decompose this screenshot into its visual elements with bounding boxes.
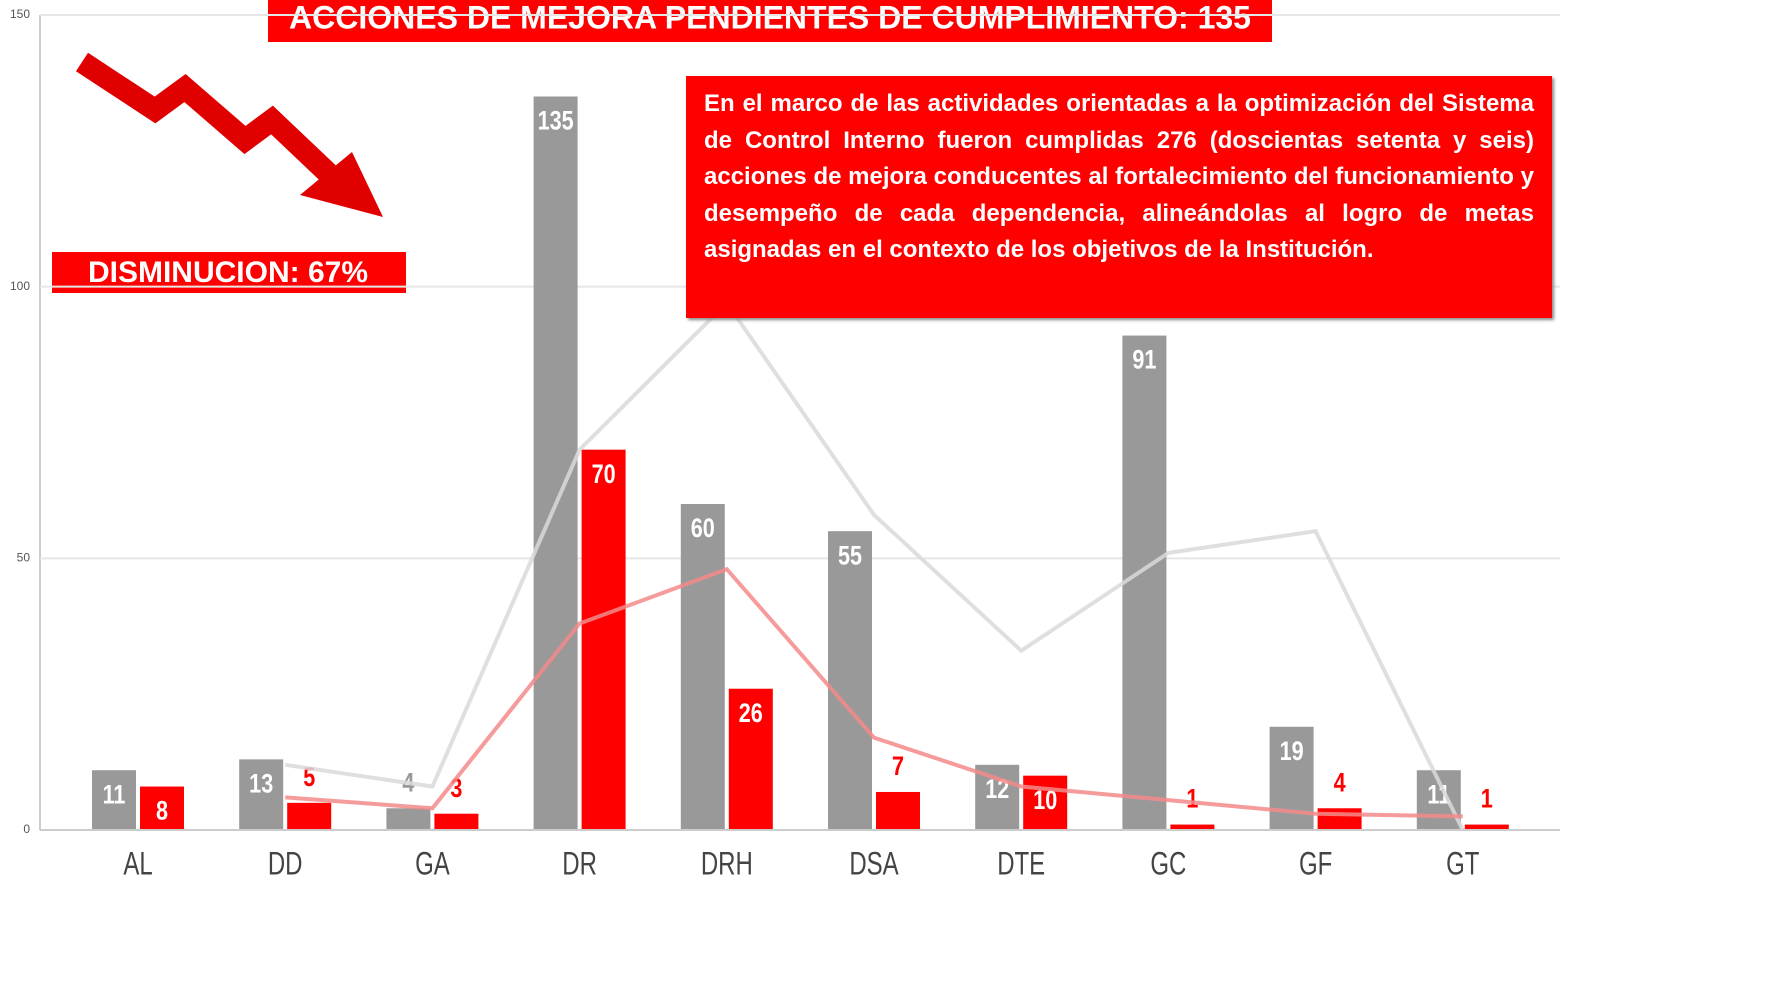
bar [828, 531, 872, 830]
value-label: 135 [538, 106, 574, 136]
trend-line [285, 566, 1463, 819]
value-label: 55 [838, 541, 862, 571]
chart-title: ACCIONES DE MEJORA PENDIENTES DE CUMPLIM… [289, 0, 1251, 35]
arrow [75, 52, 338, 183]
arrow-head [300, 152, 383, 217]
y-tick-label: 100 [10, 279, 30, 293]
bar [1464, 824, 1509, 830]
bar [386, 808, 431, 830]
value-label: 70 [592, 460, 616, 490]
title-box [268, 0, 1272, 42]
x-tick-label: DTE [997, 845, 1045, 881]
x-tick-label: GC [1150, 845, 1186, 881]
bar [1122, 335, 1167, 830]
bar [1170, 824, 1215, 830]
value-label: 26 [739, 699, 763, 729]
bar [533, 96, 578, 830]
x-tick-label: DD [268, 845, 303, 881]
x-tick-label: GF [1299, 845, 1332, 881]
bar [239, 759, 284, 830]
bar [434, 813, 479, 830]
bar [581, 449, 626, 830]
value-label: 91 [1132, 346, 1156, 376]
value-label: 1 [1481, 785, 1493, 815]
bar [287, 802, 332, 830]
note-box: En el marco de las actividades orientada… [686, 76, 1552, 318]
bar [1023, 775, 1068, 830]
value-label: 13 [249, 769, 273, 799]
value-label: 60 [691, 514, 715, 544]
y-tick-label: 0 [23, 822, 30, 836]
bar [876, 791, 920, 830]
value-label: 4 [1334, 768, 1346, 798]
bar [140, 786, 184, 830]
trend-line [284, 299, 1465, 831]
bar [92, 770, 136, 830]
bar [728, 688, 773, 830]
y-tick-label: 50 [17, 551, 31, 565]
value-label: 11 [103, 780, 126, 810]
value-label: 7 [892, 752, 904, 782]
value-label: 8 [156, 796, 168, 826]
value-label: 19 [1280, 737, 1304, 767]
decrease-label: DISMINUCION: 67% [88, 256, 368, 289]
x-tick-label: DRH [701, 845, 753, 881]
x-tick-label: GA [415, 845, 450, 881]
x-tick-label: DR [562, 845, 597, 881]
x-tick-label: AL [123, 845, 152, 881]
value-label: 11 [1427, 780, 1450, 810]
y-tick-label: 150 [10, 7, 30, 21]
value-label: 1 [1186, 785, 1198, 815]
bar [1317, 808, 1362, 830]
x-tick-label: DSA [849, 845, 898, 881]
bar [680, 504, 725, 830]
x-tick-label: GT [1446, 845, 1479, 881]
